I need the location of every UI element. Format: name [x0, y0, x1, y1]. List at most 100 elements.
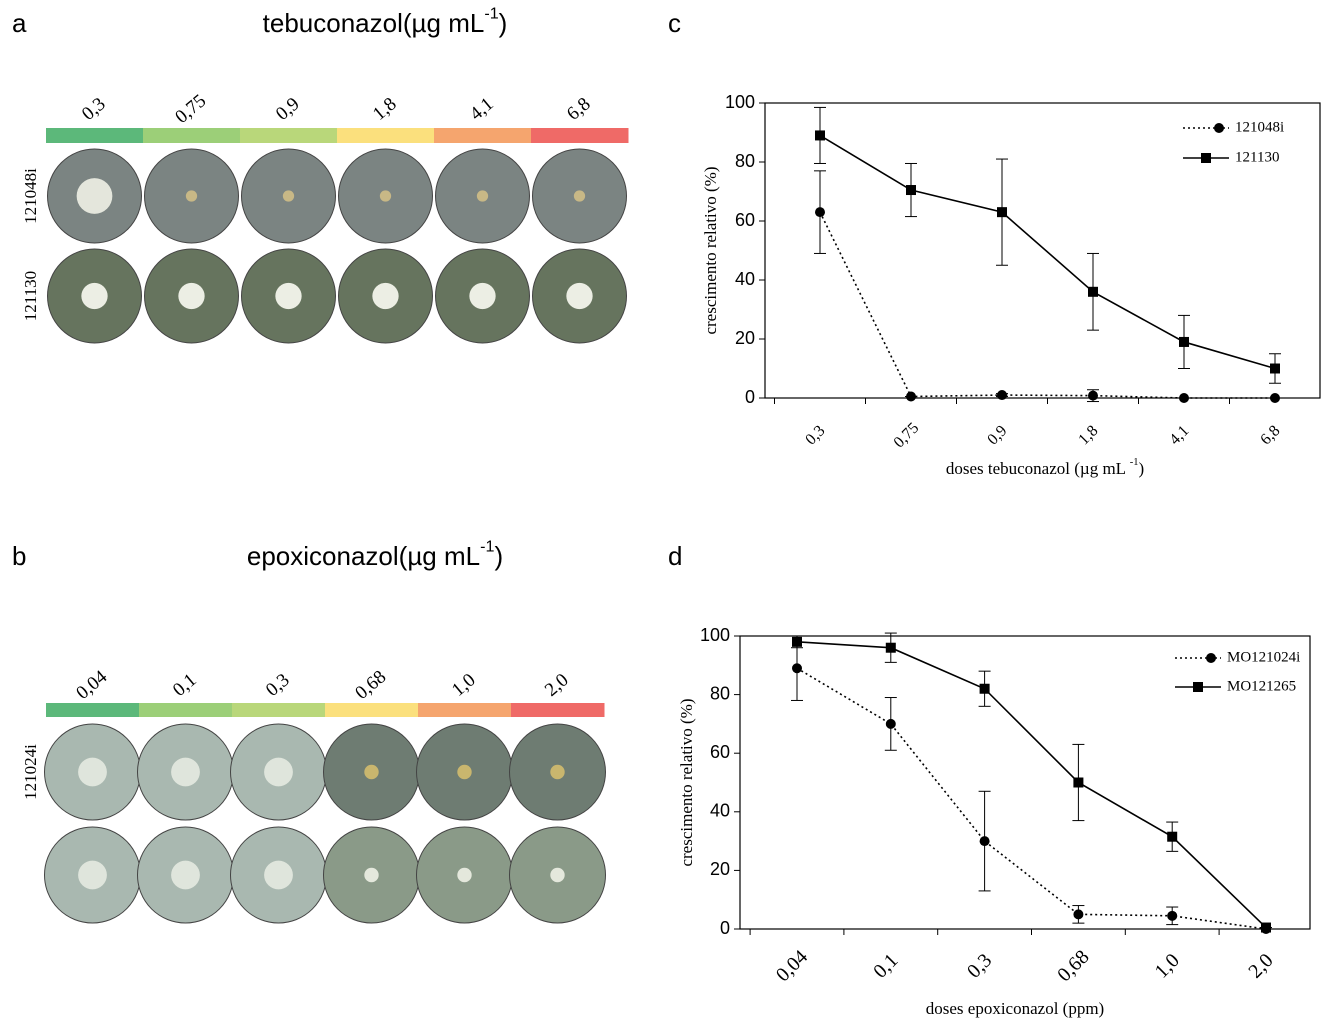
panel-label: c	[668, 8, 681, 38]
colony	[364, 764, 379, 780]
panel-label: b	[12, 541, 26, 571]
colony	[81, 282, 108, 310]
colony	[282, 190, 295, 202]
legend-label: 121130	[1235, 149, 1279, 165]
dose-bar	[143, 128, 241, 143]
line	[796, 641, 1267, 929]
dose-label: 0,1	[169, 669, 201, 700]
dose-label: 0,9	[272, 93, 304, 124]
dose-bar	[46, 128, 144, 143]
plot-frame	[739, 635, 1311, 930]
point	[906, 391, 916, 402]
colony	[275, 282, 302, 310]
dose-label: 0,75	[171, 90, 210, 127]
point	[1179, 336, 1189, 347]
point	[906, 185, 916, 196]
x-tick-label: 4,1	[1166, 422, 1192, 448]
dose-label: 0,3	[262, 669, 294, 700]
y-axis-label: crescimento relativo (%)	[677, 698, 696, 866]
colony	[476, 190, 489, 202]
legend-marker	[1201, 153, 1211, 163]
x-axis-label: doses epoxiconazol (ppm)	[926, 999, 1104, 1018]
colony	[550, 764, 565, 780]
plot-frame	[764, 102, 1321, 399]
dose-bar	[325, 703, 419, 717]
x-tick-label: 0,68	[1053, 946, 1093, 986]
x-tick-label: 6,8	[1257, 422, 1283, 448]
y-tick-label: 20	[710, 859, 730, 879]
point	[1179, 393, 1189, 403]
y-tick-label: 0	[745, 387, 755, 407]
x-tick-label: 1,0	[1151, 949, 1184, 982]
title-superscript: -1	[480, 538, 494, 556]
point	[815, 130, 825, 141]
row-label: 121130	[21, 271, 40, 321]
title-text: )	[1138, 459, 1144, 478]
point	[1073, 909, 1084, 920]
dose-bar	[337, 128, 435, 143]
y-tick-label: 60	[735, 210, 755, 230]
y-tick-label: 20	[735, 328, 755, 348]
y-tick-label: 40	[710, 801, 730, 821]
x-tick-label: 0,3	[963, 949, 996, 982]
y-tick-label: 100	[725, 92, 755, 112]
point	[885, 718, 896, 729]
dose-label: 1,8	[369, 93, 401, 124]
dose-label: 2,0	[541, 669, 573, 700]
y-tick-label: 60	[710, 742, 730, 762]
title: doses tebuconazol (µg mL -1)	[946, 458, 1144, 478]
dose-label: 6,8	[563, 93, 595, 124]
colony	[550, 867, 565, 883]
x-tick-label: 0,75	[891, 420, 923, 452]
colony	[171, 757, 200, 787]
dose-bar	[434, 128, 532, 143]
dose-bar	[139, 703, 233, 717]
title: epoxiconazol(µg mL-1)	[247, 538, 503, 571]
point	[979, 683, 990, 694]
y-tick-label: 80	[735, 151, 755, 171]
dose-bar	[46, 703, 140, 717]
colony	[264, 860, 293, 890]
row-label: 121024i	[21, 744, 40, 800]
colony	[78, 860, 107, 890]
row-label: 121048i	[21, 168, 40, 224]
point	[1073, 777, 1084, 788]
point	[1088, 390, 1098, 401]
dose-bar	[511, 703, 605, 717]
title-text: epoxiconazol(µg mL	[247, 541, 480, 571]
line	[819, 134, 1276, 370]
legend-label: MO121024i	[1227, 649, 1300, 665]
colony	[264, 757, 293, 787]
title-text: doses tebuconazol (µg mL	[946, 459, 1130, 478]
line	[796, 667, 1267, 930]
x-tick-label: 0,1	[869, 949, 902, 982]
point	[997, 207, 1007, 218]
title-text: tebuconazol(µg mL	[263, 8, 485, 38]
point	[815, 207, 825, 218]
x-tick-label: 0,9	[984, 422, 1010, 448]
colony	[573, 190, 586, 202]
point	[1270, 393, 1280, 403]
point	[1261, 922, 1271, 933]
point	[792, 663, 802, 674]
colony	[178, 282, 205, 310]
colony	[78, 757, 107, 787]
point	[979, 836, 990, 847]
colony	[372, 282, 399, 310]
colony	[457, 764, 472, 780]
panel-label: a	[12, 8, 27, 38]
title-text: )	[499, 8, 508, 38]
title: tebuconazol(µg mL-1)	[263, 5, 508, 38]
dose-bar	[531, 128, 629, 143]
colony	[379, 190, 392, 202]
dose-bar	[418, 703, 512, 717]
colony	[364, 867, 379, 883]
legend-marker	[1214, 123, 1224, 133]
point	[1270, 363, 1280, 374]
point	[1088, 286, 1098, 297]
dose-bar	[240, 128, 338, 143]
legend-label: MO121265	[1227, 678, 1296, 694]
panel-label: d	[668, 541, 682, 571]
point	[885, 642, 896, 653]
